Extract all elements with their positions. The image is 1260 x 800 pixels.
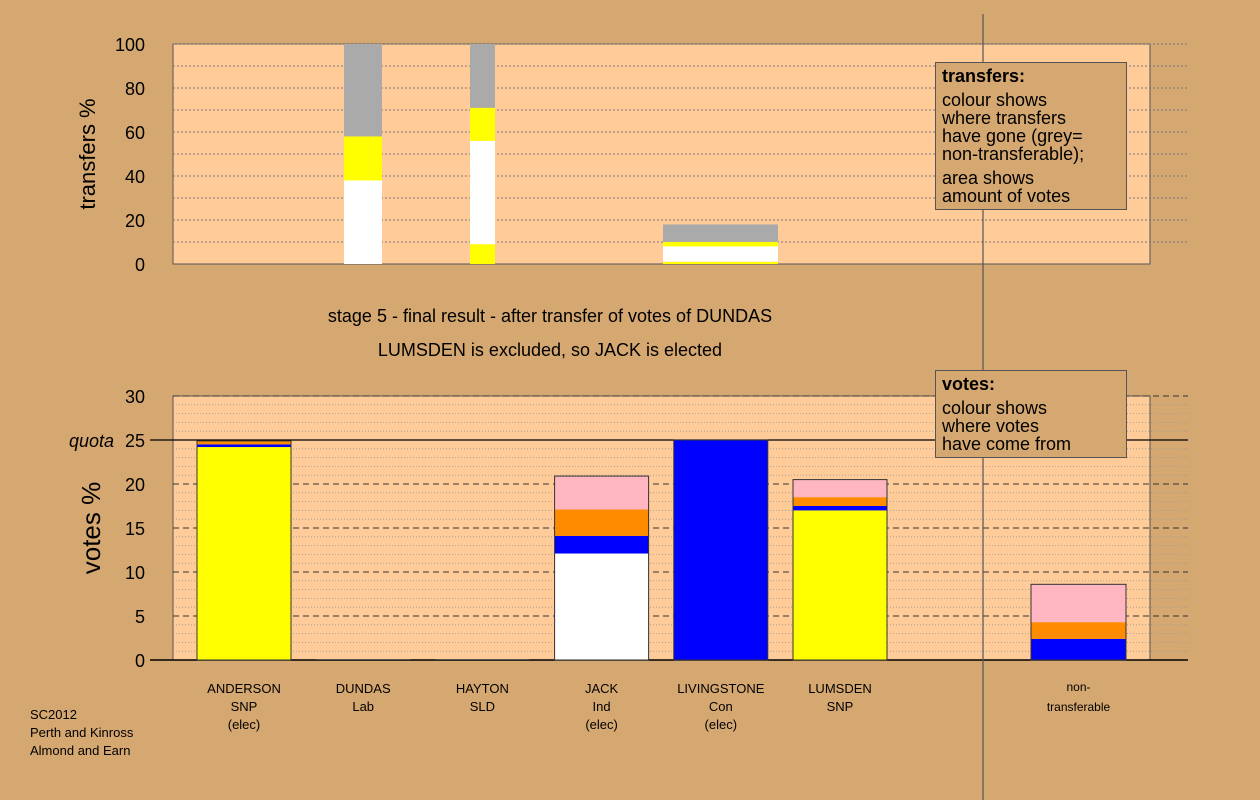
- candidate-party-label: SLD: [470, 699, 495, 714]
- candidate-name-label: ANDERSON: [207, 681, 281, 696]
- footer-ward: Almond and Earn: [30, 743, 131, 758]
- vote-bar-empty: [316, 659, 411, 660]
- vote-bar-segment: [197, 444, 291, 448]
- transfers-legend-line: where transfers: [942, 108, 1067, 128]
- candidate-party-label: SNP: [231, 699, 258, 714]
- nontransferable-label: non-: [1066, 680, 1090, 694]
- transfer-bar-segment: [344, 44, 382, 137]
- candidate-party-label: Con: [709, 699, 733, 714]
- transfers-legend-title: transfers:: [942, 66, 1026, 86]
- transfers-y-axis-label: transfers %: [75, 98, 100, 209]
- vote-bar-segment: [197, 447, 291, 660]
- candidate-name-label: LUMSDEN: [808, 681, 872, 696]
- transfer-bar-segment: [470, 44, 495, 108]
- nontransferable-label: transferable: [1047, 700, 1111, 714]
- votes-legend-line: colour shows: [942, 398, 1048, 418]
- candidate-status-label: (elec): [585, 717, 618, 732]
- candidate-name-label: HAYTON: [456, 681, 509, 696]
- transfers-legend-line: colour shows: [942, 90, 1048, 110]
- votes-legend-title: votes:: [942, 374, 996, 394]
- vote-bar-segment: [673, 440, 768, 660]
- transfer-bar-segment: [663, 224, 778, 242]
- transfer-bar-segment: [663, 242, 778, 247]
- candidate-party-label: Ind: [593, 699, 611, 714]
- transfers-legend-line: non-transferable);: [942, 144, 1085, 164]
- vote-bar-segment: [554, 535, 649, 554]
- result-caption: LUMSDEN is excluded, so JACK is elected: [377, 340, 723, 360]
- votes-y-axis-label: votes %: [76, 482, 106, 575]
- vote-bar-outline: [196, 440, 292, 661]
- transfers-y-tick-label: 60: [125, 123, 145, 143]
- transfers-y-tick-label: 20: [125, 211, 145, 231]
- transfer-bar-segment: [663, 246, 778, 262]
- votes-y-tick-label: 5: [135, 607, 145, 627]
- votes-y-tick-label: 30: [125, 387, 145, 407]
- footer: SC2012 Perth and Kinross Almond and Earn: [30, 706, 133, 760]
- nontransferable-bar-outline: [1030, 583, 1127, 661]
- quota-label: quota: [69, 431, 114, 451]
- candidate-name-label: LIVINGSTONE: [677, 681, 765, 696]
- votes-legend: votes: colour shows where votes have com…: [935, 370, 1127, 458]
- candidate-status-label: (elec): [705, 717, 738, 732]
- vote-bar-segment: [793, 497, 887, 506]
- vote-bar-segment: [197, 440, 291, 445]
- transfers-y-tick-label: 0: [135, 255, 145, 275]
- vote-bar-segment: [793, 479, 887, 498]
- votes-y-tick-label: 25: [125, 431, 145, 451]
- transfer-bar-segment: [470, 107, 495, 141]
- candidate-name-label: DUNDAS: [336, 681, 391, 696]
- transfers-legend: transfers: colour shows where transfers …: [935, 62, 1127, 210]
- candidate-party-label: SNP: [827, 699, 854, 714]
- vote-bar-outline: [792, 479, 888, 661]
- candidate-status-label: (elec): [228, 717, 261, 732]
- vote-bar-segment: [554, 553, 649, 660]
- vote-bar-empty: [435, 659, 530, 660]
- transfer-bar-segment: [344, 136, 382, 181]
- votes-y-tick-label: 20: [125, 475, 145, 495]
- transfer-bar-segment: [470, 244, 495, 264]
- transfer-bar-segment: [663, 261, 778, 264]
- votes-legend-line: where votes: [942, 416, 1040, 436]
- nontransferable-bar-segment: [1031, 584, 1126, 623]
- transfers-y-tick-label: 40: [125, 167, 145, 187]
- candidate-party-label: Lab: [352, 699, 374, 714]
- vote-bar-segment: [554, 476, 649, 510]
- transfers-legend-line: area shows: [942, 168, 1035, 188]
- stage-caption: stage 5 - final result - after transfer …: [327, 306, 773, 326]
- footer-council: Perth and Kinross: [30, 725, 134, 740]
- transfers-legend-line: have gone (grey=: [942, 126, 1083, 146]
- vote-bar-segment: [554, 509, 649, 536]
- votes-y-tick-label: 10: [125, 563, 145, 583]
- candidate-name-label: JACK: [585, 681, 619, 696]
- transfers-legend-line: amount of votes: [942, 186, 1071, 206]
- vote-bar-outline: [673, 439, 769, 661]
- vote-bar-segment: [793, 510, 887, 660]
- transfers-y-tick-label: 80: [125, 79, 145, 99]
- nontransferable-bar-segment: [1031, 622, 1126, 639]
- vote-bar-segment: [793, 506, 887, 511]
- votes-y-tick-label: 15: [125, 519, 145, 539]
- votes-legend-line: have come from: [942, 434, 1072, 454]
- transfer-bar-segment: [344, 180, 382, 264]
- votes-y-tick-label: 0: [135, 651, 145, 671]
- transfer-bar-segment: [470, 140, 495, 245]
- nontransferable-bar-segment: [1031, 638, 1126, 660]
- vote-bar-outline: [554, 475, 650, 661]
- footer-year: SC2012: [30, 707, 77, 722]
- transfers-y-tick-label: 100: [115, 35, 145, 55]
